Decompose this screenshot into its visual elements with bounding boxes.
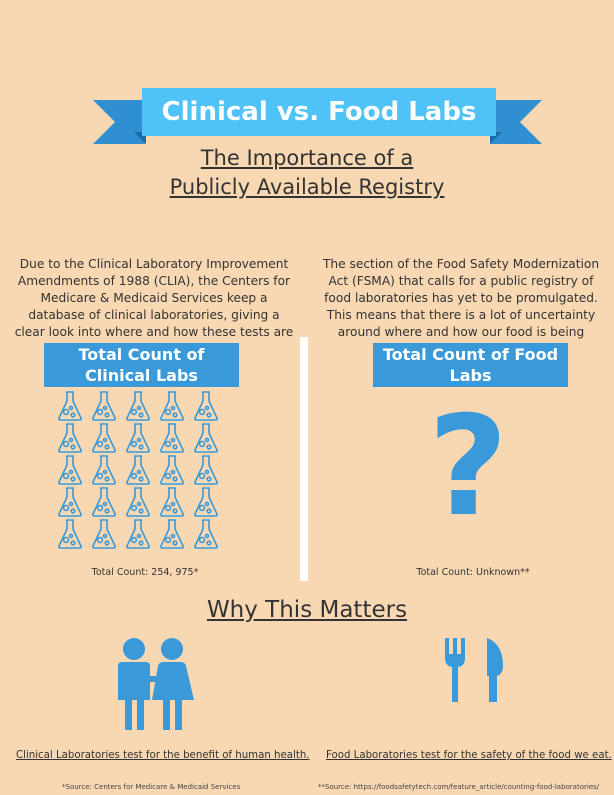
- subtitle-line-2: Publicly Available Registry: [169, 175, 445, 199]
- flask-icon: [157, 422, 187, 454]
- flask-icon: [157, 454, 187, 486]
- flask-icon: [157, 390, 187, 422]
- flask-icon: [123, 518, 153, 550]
- flask-icon: [191, 390, 221, 422]
- food-source: **Source: https://foodsafetytech.com/fea…: [318, 783, 600, 791]
- flask-icon: [191, 454, 221, 486]
- flask-icon: [123, 486, 153, 518]
- fork-knife-icon: [445, 638, 503, 702]
- flask-icon: [191, 518, 221, 550]
- clinical-count-title: Total Count of Clinical Labs: [44, 343, 239, 387]
- flask-icon: [89, 422, 119, 454]
- clinical-flask-grid: [55, 390, 235, 550]
- clinical-caption: Clinical Laboratories test for the benef…: [16, 750, 310, 761]
- people-icon: [118, 638, 194, 730]
- food-count-title: Total Count of Food Labs: [373, 343, 568, 387]
- clinical-source: *Source: Centers for Medicare & Medicaid…: [62, 783, 241, 791]
- flask-icon: [123, 390, 153, 422]
- flask-icon: [89, 518, 119, 550]
- ribbon-right-tail: [490, 100, 542, 144]
- flask-icon: [55, 486, 85, 518]
- why-heading: Why This Matters: [206, 597, 408, 623]
- flask-icon: [157, 486, 187, 518]
- flask-icon: [191, 422, 221, 454]
- banner-title: Clinical vs. Food Labs: [142, 88, 496, 136]
- flask-icon: [55, 454, 85, 486]
- food-total-count: Total Count: Unknown**: [416, 567, 530, 578]
- question-mark-icon: ?: [428, 386, 509, 547]
- flask-icon: [89, 390, 119, 422]
- flask-icon: [55, 518, 85, 550]
- clinical-total-count: Total Count: 254, 975*: [91, 567, 199, 578]
- subtitle-line-1: The Importance of a: [200, 146, 414, 170]
- flask-icon: [157, 518, 187, 550]
- flask-icon: [55, 390, 85, 422]
- ribbon-left-tail: [93, 100, 145, 144]
- flask-icon: [89, 454, 119, 486]
- flask-icon: [89, 486, 119, 518]
- page-subtitle: The Importance of a Publicly Available R…: [140, 144, 474, 202]
- column-divider: [300, 337, 308, 581]
- flask-icon: [55, 422, 85, 454]
- food-caption: Food Laboratories test for the safety of…: [326, 750, 612, 761]
- flask-icon: [123, 454, 153, 486]
- flask-icon: [191, 486, 221, 518]
- flask-icon: [123, 422, 153, 454]
